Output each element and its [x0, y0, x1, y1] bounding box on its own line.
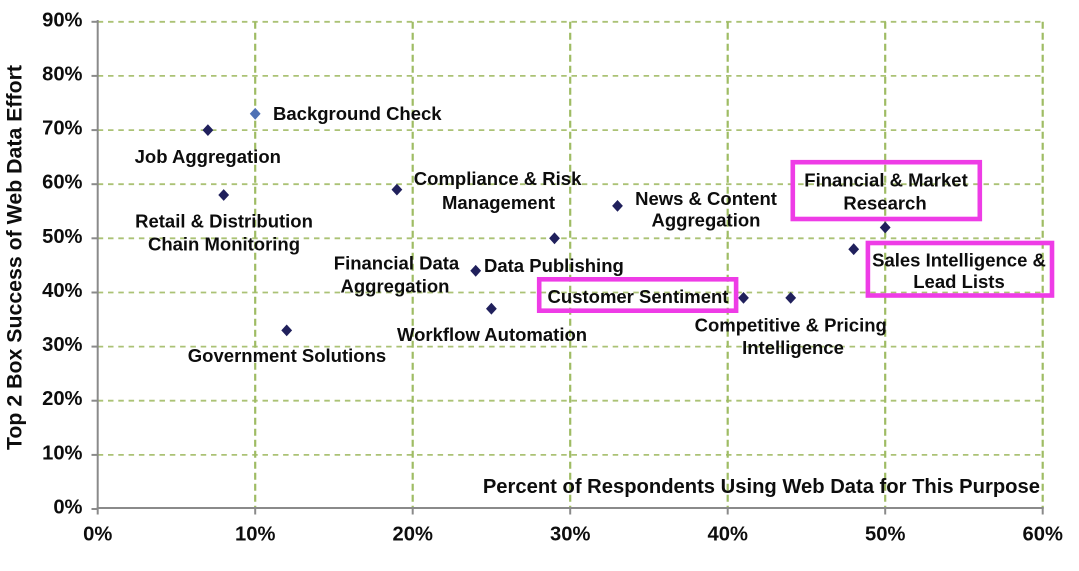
svg-text:70%: 70% — [42, 118, 82, 140]
svg-text:50%: 50% — [865, 524, 905, 546]
svg-text:Research: Research — [843, 193, 926, 214]
svg-text:Data Publishing: Data Publishing — [484, 255, 624, 276]
svg-text:Government Solutions: Government Solutions — [188, 345, 386, 366]
svg-text:40%: 40% — [707, 524, 747, 546]
svg-text:Chain Monitoring: Chain Monitoring — [148, 234, 300, 255]
svg-text:Top 2 Box Success of Web Data: Top 2 Box Success of Web Data Effort — [3, 65, 27, 450]
svg-text:Retail & Distribution: Retail & Distribution — [135, 211, 313, 232]
svg-text:Sales Intelligence &: Sales Intelligence & — [872, 250, 1046, 271]
svg-text:60%: 60% — [1022, 524, 1062, 546]
svg-text:50%: 50% — [42, 226, 82, 248]
svg-text:Financial Data: Financial Data — [334, 253, 460, 274]
svg-text:20%: 20% — [392, 524, 432, 546]
svg-text:Financial & Market: Financial & Market — [804, 170, 967, 191]
svg-text:10%: 10% — [42, 442, 82, 464]
svg-text:60%: 60% — [42, 172, 82, 194]
svg-text:90%: 90% — [42, 9, 82, 31]
svg-text:Compliance & Risk: Compliance & Risk — [414, 168, 582, 189]
svg-text:20%: 20% — [42, 388, 82, 410]
svg-text:Aggregation: Aggregation — [341, 276, 450, 297]
svg-text:Aggregation: Aggregation — [652, 210, 761, 231]
svg-text:Competitive & Pricing: Competitive & Pricing — [695, 315, 887, 336]
svg-text:Customer Sentiment: Customer Sentiment — [548, 286, 729, 307]
svg-text:0%: 0% — [53, 497, 82, 519]
svg-text:40%: 40% — [42, 280, 82, 302]
svg-text:News & Content: News & Content — [635, 188, 777, 209]
svg-text:Workflow Automation: Workflow Automation — [397, 324, 587, 345]
svg-text:Intelligence: Intelligence — [742, 337, 844, 358]
svg-text:30%: 30% — [42, 334, 82, 356]
svg-text:10%: 10% — [235, 524, 275, 546]
svg-text:Lead Lists: Lead Lists — [913, 271, 1005, 292]
svg-text:80%: 80% — [42, 63, 82, 85]
svg-text:Percent of Respondents Using W: Percent of Respondents Using Web Data fo… — [483, 476, 1040, 498]
svg-text:Background Check: Background Check — [273, 103, 442, 124]
svg-text:0%: 0% — [83, 524, 112, 546]
svg-text:Management: Management — [442, 192, 555, 213]
svg-text:Job Aggregation: Job Aggregation — [135, 146, 281, 167]
svg-text:30%: 30% — [550, 524, 590, 546]
